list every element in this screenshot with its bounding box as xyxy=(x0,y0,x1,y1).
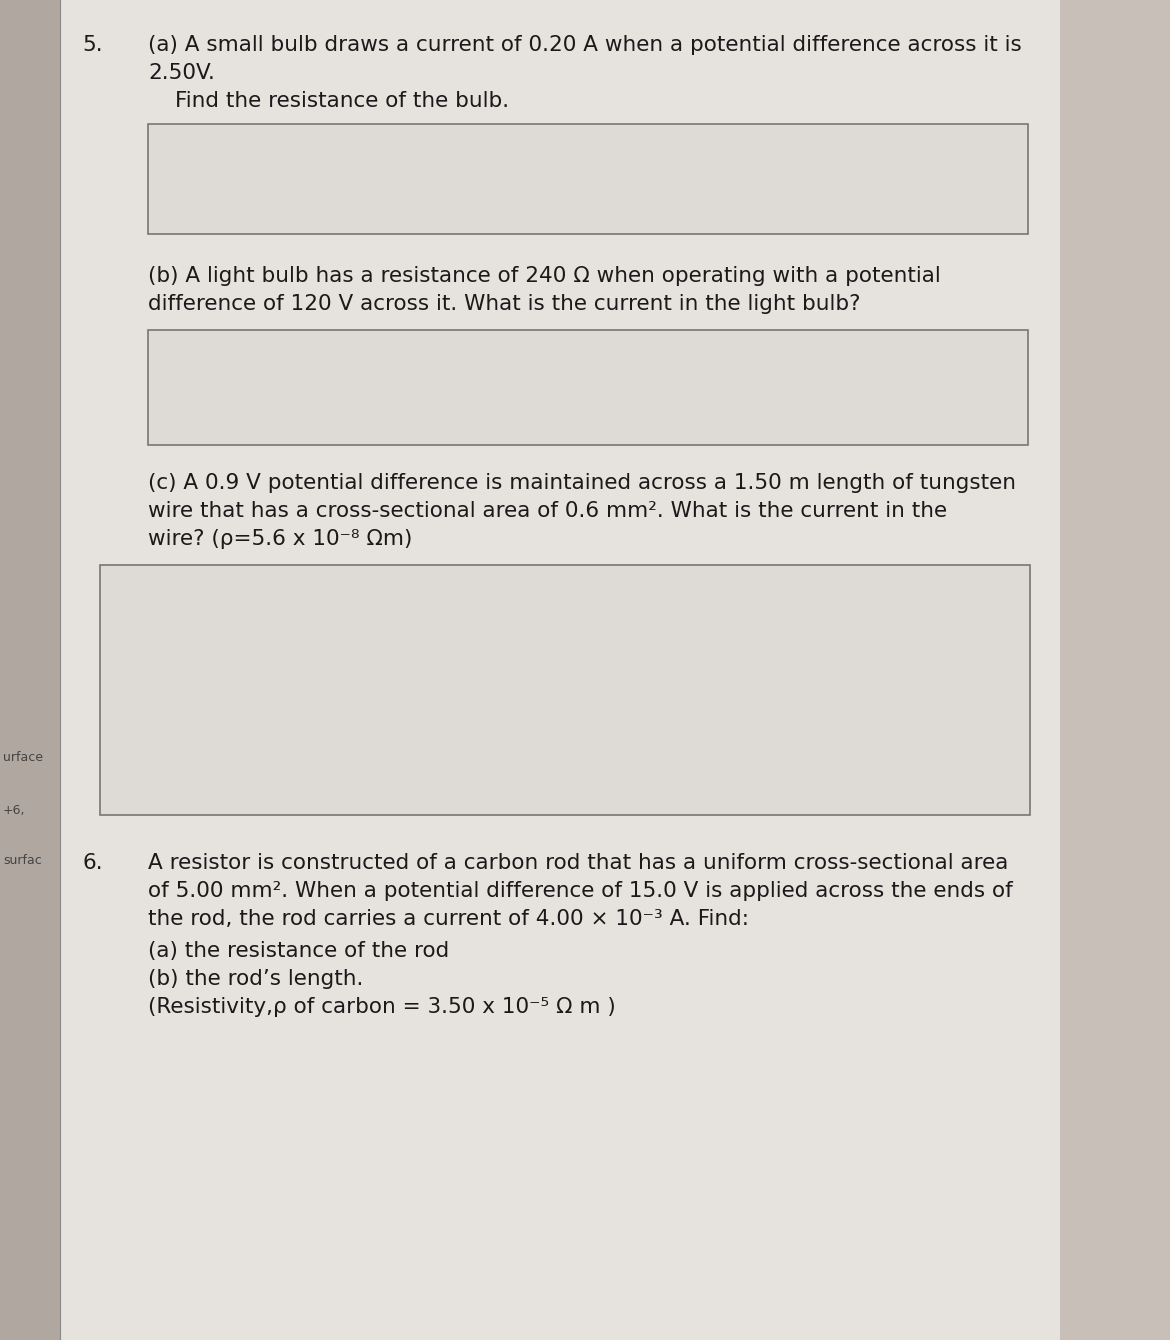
Bar xyxy=(99,565,1030,815)
Text: (b) A light bulb has a resistance of 240 Ω when operating with a potential: (b) A light bulb has a resistance of 240… xyxy=(147,267,941,285)
Text: (a) the resistance of the rod: (a) the resistance of the rod xyxy=(147,941,449,961)
Text: difference of 120 V across it. What is the current in the light bulb?: difference of 120 V across it. What is t… xyxy=(147,293,860,314)
Text: urface: urface xyxy=(4,750,43,764)
Text: wire? (ρ=5.6 x 10⁻⁸ Ωm): wire? (ρ=5.6 x 10⁻⁸ Ωm) xyxy=(147,529,412,549)
Text: the rod, the rod carries a current of 4.00 × 10⁻³ A. Find:: the rod, the rod carries a current of 4.… xyxy=(147,909,749,929)
Text: 2.50V.: 2.50V. xyxy=(147,63,215,83)
Text: A resistor is constructed of a carbon rod that has a uniform cross-sectional are: A resistor is constructed of a carbon ro… xyxy=(147,854,1009,872)
Text: +6,: +6, xyxy=(4,804,26,817)
Bar xyxy=(147,330,1028,445)
Bar xyxy=(147,125,1028,234)
Text: 5.: 5. xyxy=(82,35,103,55)
Text: of 5.00 mm². When a potential difference of 15.0 V is applied across the ends of: of 5.00 mm². When a potential difference… xyxy=(147,880,1013,900)
Text: 6.: 6. xyxy=(82,854,103,872)
Bar xyxy=(60,0,1100,1340)
Bar xyxy=(0,0,60,1340)
Text: wire that has a cross-sectional area of 0.6 mm². What is the current in the: wire that has a cross-sectional area of … xyxy=(147,501,948,521)
Text: surfac: surfac xyxy=(4,854,42,867)
Text: (a) A small bulb draws a current of 0.20 A when a potential difference across it: (a) A small bulb draws a current of 0.20… xyxy=(147,35,1021,55)
Text: Find the resistance of the bulb.: Find the resistance of the bulb. xyxy=(176,91,509,111)
Text: (b) the rod’s length.: (b) the rod’s length. xyxy=(147,969,364,989)
Text: (c) A 0.9 V potential difference is maintained across a 1.50 m length of tungste: (c) A 0.9 V potential difference is main… xyxy=(147,473,1016,493)
Text: (Resistivity,ρ of carbon = 3.50 x 10⁻⁵ Ω m ): (Resistivity,ρ of carbon = 3.50 x 10⁻⁵ Ω… xyxy=(147,997,615,1017)
Bar xyxy=(1060,0,1170,1340)
